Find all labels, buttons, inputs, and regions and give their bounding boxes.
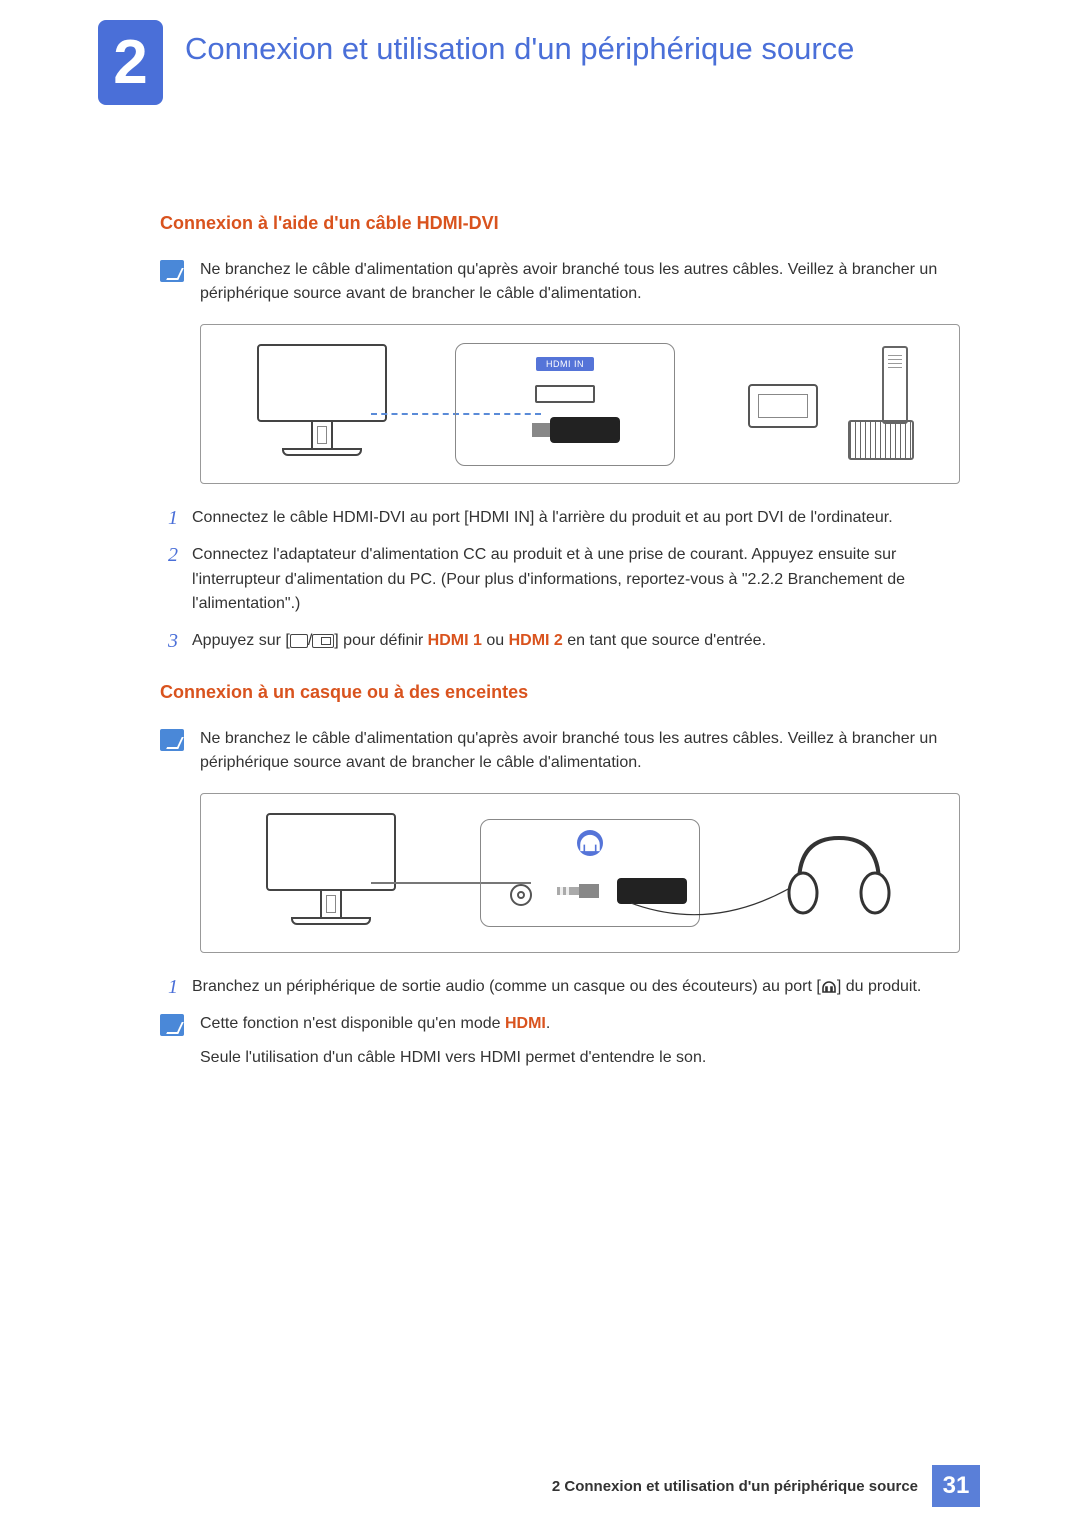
step3-part-a: Appuyez sur [ bbox=[192, 632, 290, 649]
hdmi-dvi-diagram: HDMI IN bbox=[200, 324, 960, 484]
s2-step1-a: Branchez un périphérique de sortie audio… bbox=[192, 978, 821, 995]
step-number: 1 bbox=[160, 506, 178, 530]
note2-hdmi: HDMI bbox=[505, 1015, 546, 1032]
section2-note: Ne branchez le câble d'alimentation qu'a… bbox=[160, 727, 960, 775]
section1-steps: 1 Connectez le câble HDMI-DVI au port [H… bbox=[160, 506, 960, 654]
step-1: 1 Connectez le câble HDMI-DVI au port [H… bbox=[160, 506, 960, 531]
step3-part-d: en tant que source d'entrée. bbox=[563, 632, 766, 649]
source-button-icon-a bbox=[290, 634, 308, 648]
note2-line2: Seule l'utilisation d'un câble HDMI vers… bbox=[200, 1046, 706, 1070]
step-1: 1 Branchez un périphérique de sortie aud… bbox=[160, 975, 960, 1000]
step3-part-c: ou bbox=[482, 632, 509, 649]
headphone-diagram bbox=[200, 793, 960, 953]
section2-heading: Connexion à un casque ou à des enceintes bbox=[160, 682, 960, 703]
section2-steps: 1 Branchez un périphérique de sortie aud… bbox=[160, 975, 960, 1000]
hdmi2-label: HDMI 2 bbox=[509, 632, 563, 649]
hdmi-plug-icon bbox=[510, 413, 620, 447]
chapter-title: Connexion et utilisation d'un périphériq… bbox=[185, 30, 970, 67]
monitor-illustration bbox=[261, 813, 401, 933]
section2-note2: Cette fonction n'est disponible qu'en mo… bbox=[160, 1012, 960, 1070]
section1-note: Ne branchez le câble d'alimentation qu'a… bbox=[160, 258, 960, 306]
headphone-port-label bbox=[577, 830, 603, 856]
step-1-text: Connectez le câble HDMI-DVI au port [HDM… bbox=[192, 506, 960, 531]
footer-text: 2 Connexion et utilisation d'un périphér… bbox=[552, 1478, 932, 1495]
section1-note-text: Ne branchez le câble d'alimentation qu'a… bbox=[200, 258, 960, 306]
section2-note-text: Ne branchez le câble d'alimentation qu'a… bbox=[200, 727, 960, 775]
step-2-text: Connectez l'adaptateur d'alimentation CC… bbox=[192, 543, 960, 617]
section1-heading: Connexion à l'aide d'un câble HDMI-DVI bbox=[160, 213, 960, 234]
audio-jack-icon bbox=[510, 884, 532, 906]
note-icon bbox=[160, 260, 184, 282]
note-icon bbox=[160, 729, 184, 751]
hdmi-slot-icon bbox=[535, 385, 595, 403]
headphone-inline-icon bbox=[821, 978, 837, 994]
note2-b: . bbox=[546, 1015, 550, 1032]
step-3: 3 Appuyez sur [/] pour définir HDMI 1 ou… bbox=[160, 629, 960, 654]
step-number: 2 bbox=[160, 543, 178, 567]
section2-note2-text: Cette fonction n'est disponible qu'en mo… bbox=[200, 1012, 706, 1070]
page-footer: 2 Connexion et utilisation d'un périphér… bbox=[552, 1465, 980, 1507]
s2-step1-b: ] du produit. bbox=[837, 978, 922, 995]
note2-a: Cette fonction n'est disponible qu'en mo… bbox=[200, 1015, 505, 1032]
source-button-icon-b bbox=[312, 634, 334, 648]
step-number: 1 bbox=[160, 975, 178, 999]
headphones-illustration bbox=[779, 823, 899, 923]
step-2: 2 Connectez l'adaptateur d'alimentation … bbox=[160, 543, 960, 617]
dvi-pc-illustration bbox=[738, 354, 908, 454]
chapter-number: 2 bbox=[113, 27, 147, 98]
step-number: 3 bbox=[160, 629, 178, 653]
hdmi-in-port-box: HDMI IN bbox=[455, 343, 675, 466]
page-content: Connexion à l'aide d'un câble HDMI-DVI N… bbox=[160, 185, 960, 1088]
footer-page-number: 31 bbox=[932, 1465, 980, 1507]
monitor-illustration bbox=[252, 344, 392, 464]
step-3-text: Appuyez sur [/] pour définir HDMI 1 ou H… bbox=[192, 629, 960, 654]
step-1-text: Branchez un périphérique de sortie audio… bbox=[192, 975, 960, 1000]
hdmi-in-label: HDMI IN bbox=[536, 357, 594, 371]
chapter-badge: 2 bbox=[98, 20, 163, 105]
step3-part-b: ] pour définir bbox=[334, 632, 427, 649]
hdmi1-label: HDMI 1 bbox=[428, 632, 482, 649]
note-icon bbox=[160, 1014, 184, 1036]
